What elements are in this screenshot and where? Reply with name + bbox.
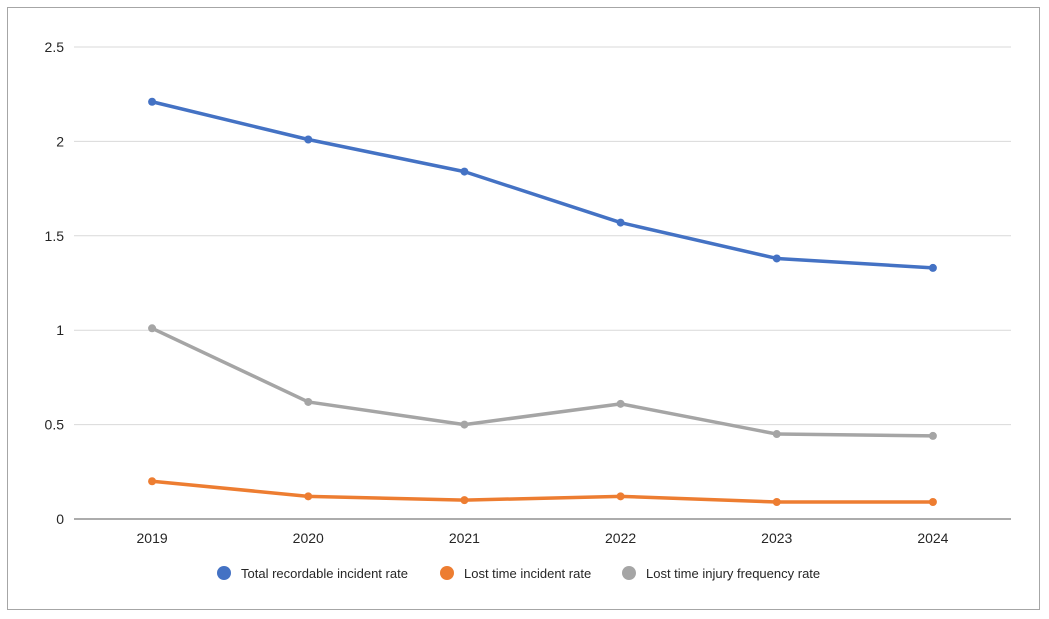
series-lost-time-injury-frequency-rate <box>148 324 937 440</box>
y-tick-label: 1.5 <box>45 228 65 244</box>
series-layer <box>148 97 937 507</box>
legend: Total recordable incident rate Lost time … <box>217 566 820 581</box>
data-point <box>616 492 625 501</box>
legend-item: Lost time incident rate <box>440 566 591 581</box>
data-point <box>928 431 937 440</box>
data-point <box>304 135 313 144</box>
legend-item: Lost time injury frequency rate <box>622 566 820 581</box>
legend-label: Lost time incident rate <box>464 566 591 581</box>
x-tick-label: 2022 <box>605 530 636 546</box>
x-tick-label: 2023 <box>761 530 792 546</box>
data-point <box>148 324 157 333</box>
data-point <box>460 496 469 505</box>
data-point <box>772 498 781 507</box>
data-point <box>460 167 469 176</box>
y-tick-label: 2 <box>56 133 64 149</box>
data-point <box>616 399 625 408</box>
x-tick-label: 2024 <box>917 530 948 546</box>
data-point <box>304 492 313 501</box>
y-tick-label: 1 <box>56 322 64 338</box>
data-point <box>772 254 781 263</box>
x-tick-label: 2021 <box>449 530 480 546</box>
y-tick-label: 0 <box>56 511 64 527</box>
data-point <box>148 97 157 106</box>
legend-label: Total recordable incident rate <box>241 566 408 581</box>
legend-marker <box>217 566 231 580</box>
series-line <box>150 326 935 438</box>
data-point <box>616 218 625 227</box>
series-line <box>150 479 935 504</box>
x-tick-label: 2019 <box>137 530 168 546</box>
series-total-recordable-incident-rate <box>148 97 937 272</box>
data-point <box>460 420 469 429</box>
y-tick-label: 0.5 <box>45 417 65 433</box>
data-point <box>304 397 313 406</box>
legend-item: Total recordable incident rate <box>217 566 408 581</box>
legend-label: Lost time injury frequency rate <box>646 566 820 581</box>
gridlines <box>74 46 1011 426</box>
legend-marker <box>622 566 636 580</box>
data-point <box>928 263 937 272</box>
series-lost-time-incident-rate <box>148 477 937 507</box>
series-line <box>150 100 935 270</box>
data-point <box>148 477 157 486</box>
axes: 0 0.5 1 1.5 2 2.5 2019 2020 2021 2022 2023 2024 <box>45 39 1011 546</box>
legend-marker <box>440 566 454 580</box>
x-tick-label: 2020 <box>293 530 324 546</box>
data-point <box>928 498 937 507</box>
y-tick-label: 2.5 <box>45 39 65 55</box>
data-point <box>772 430 781 439</box>
